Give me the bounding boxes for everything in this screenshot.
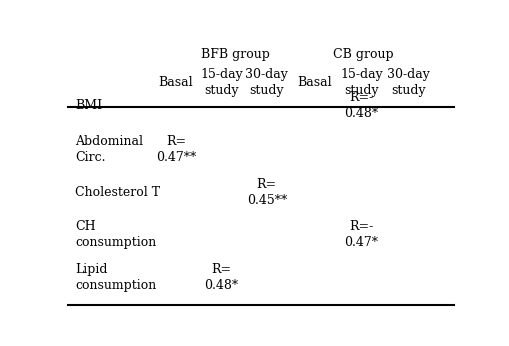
Text: Basal: Basal (159, 76, 193, 89)
Text: R=
0.48*: R= 0.48* (204, 263, 239, 292)
Text: BMI: BMI (75, 99, 103, 112)
Text: CH
consumption: CH consumption (75, 220, 157, 249)
Text: CB group: CB group (333, 48, 394, 61)
Text: R=-
0.48*: R=- 0.48* (345, 91, 379, 120)
Text: 30-day
study: 30-day study (387, 68, 430, 97)
Text: Lipid
consumption: Lipid consumption (75, 263, 157, 292)
Text: Cholesterol T: Cholesterol T (75, 185, 160, 199)
Text: R=
0.45**: R= 0.45** (247, 177, 287, 207)
Text: R=
0.47**: R= 0.47** (156, 135, 196, 164)
Text: R=-
0.47*: R=- 0.47* (345, 220, 379, 249)
Text: BFB group: BFB group (201, 48, 270, 61)
Text: Abdominal
Circ.: Abdominal Circ. (75, 135, 144, 164)
Text: 30-day
study: 30-day study (245, 68, 288, 97)
Text: 15-day
study: 15-day study (340, 68, 383, 97)
Text: Basal: Basal (297, 76, 331, 89)
Text: 15-day
study: 15-day study (200, 68, 243, 97)
